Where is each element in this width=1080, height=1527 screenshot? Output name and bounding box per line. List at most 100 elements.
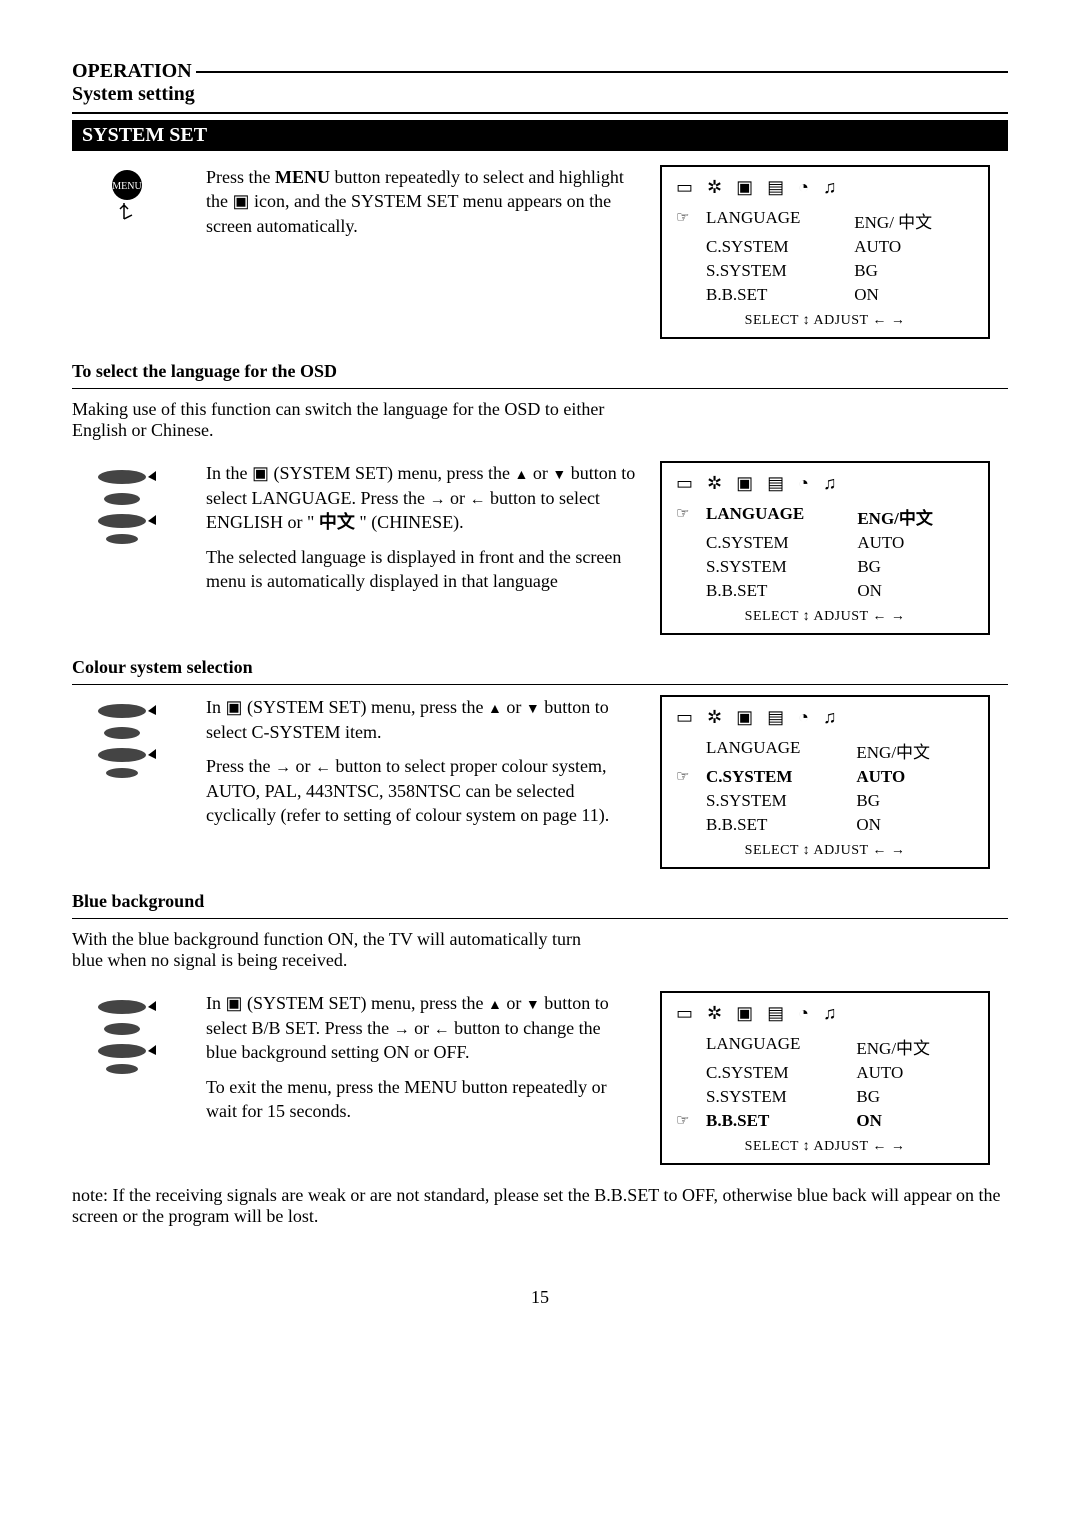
t: In — [206, 697, 226, 717]
osd-row-label: B.B.SET — [706, 285, 842, 305]
osd-pointer-icon — [676, 533, 694, 553]
down-triangle-icon: ▼ — [526, 998, 540, 1013]
up-triangle-icon: ▲ — [514, 468, 528, 483]
lang-lead: Making use of this function can switch t… — [72, 399, 612, 441]
osd-tab-icon: ▣ — [736, 473, 753, 494]
blue-lead: With the blue background function ON, th… — [72, 929, 612, 971]
osd-row-value: AUTO — [856, 767, 974, 787]
osd-row-value: ON — [856, 815, 974, 835]
osd-row-value: BG — [854, 261, 974, 281]
heading-language: To select the language for the OSD — [72, 361, 1008, 382]
osd-tab-icon: ♫ — [823, 473, 837, 494]
t: or — [291, 756, 315, 776]
blue-p1: In ▣ (SYSTEM SET) menu, press the ▲ or ▼… — [206, 991, 636, 1065]
right-arrow-icon: → — [429, 491, 445, 508]
remote-dpad-icon-2 — [72, 695, 182, 779]
t: In — [206, 993, 226, 1013]
osd-tab-icon: ▣ — [736, 177, 753, 198]
osd-row-value: AUTO — [856, 1063, 974, 1083]
note-text: note: If the receiving signals are weak … — [72, 1185, 1008, 1227]
osd-row-value: AUTO — [857, 533, 974, 553]
osd-tab-icon: ♫ — [823, 177, 837, 198]
up-triangle-icon: ▲ — [488, 702, 502, 717]
osd-pointer-icon — [676, 557, 694, 577]
colour-p1: In ▣ (SYSTEM SET) menu, press the ▲ or ▼… — [206, 695, 636, 744]
intro-text-3: icon, and the SYSTEM SET menu appears on… — [206, 191, 611, 235]
osd-pointer-icon — [676, 581, 694, 601]
heading-blue: Blue background — [72, 891, 1008, 912]
remote-dpad-icon-1 — [72, 461, 182, 545]
osd-pointer-icon: ☞ — [676, 1111, 694, 1131]
system-set-icon-inline: ▣ — [252, 463, 269, 483]
colour-p2: Press the → or ← button to select proper… — [206, 754, 636, 827]
osd-tab-icon: ✲ — [707, 177, 722, 198]
osd-row-value: ENG/中文 — [857, 504, 974, 529]
t: (SYSTEM SET) menu, press the — [269, 463, 514, 483]
osd-row-value: ON — [854, 285, 974, 305]
lang-p1: In the ▣ (SYSTEM SET) menu, press the ▲ … — [206, 461, 636, 535]
osd-tab-icon: ♫ — [823, 1003, 837, 1024]
down-triangle-icon: ▼ — [526, 702, 540, 717]
t: or — [410, 1018, 434, 1038]
osd-tab-icon: ✲ — [707, 1003, 722, 1024]
osd-tab-icon: ▤ — [767, 177, 784, 198]
osd-panel-4: ▭✲▣▤◔♫LANGUAGEENG/中文C.SYSTEMAUTOS.SYSTEM… — [660, 991, 990, 1165]
osd-row-value: AUTO — [854, 237, 974, 257]
osd-pointer-icon — [676, 285, 694, 305]
osd-pointer-icon: ☞ — [676, 504, 694, 529]
osd-tab-icon: ✲ — [707, 473, 722, 494]
rule-colour — [72, 684, 1008, 685]
left-arrow-icon: ← — [434, 1021, 450, 1038]
osd-pointer-icon — [676, 815, 694, 835]
osd-panel-1: ▭✲▣▤◔♫☞LANGUAGEENG/ 中文C.SYSTEMAUTOS.SYST… — [660, 165, 990, 339]
osd-row-value: ENG/中文 — [856, 738, 974, 763]
blue-p2: To exit the menu, press the MENU button … — [206, 1075, 636, 1124]
osd-pointer-icon — [676, 1034, 694, 1059]
osd-row-label: C.SYSTEM — [706, 767, 844, 787]
osd-pointer-icon: ☞ — [676, 208, 694, 233]
lang-p2: The selected language is displayed in fr… — [206, 545, 636, 594]
osd-row-label: LANGUAGE — [706, 208, 842, 233]
right-arrow-icon: → — [394, 1021, 410, 1038]
up-triangle-icon: ▲ — [488, 998, 502, 1013]
osd-row-label: LANGUAGE — [706, 504, 845, 529]
osd-pointer-icon — [676, 1063, 694, 1083]
osd-tab-icon: ▭ — [676, 473, 693, 494]
intro-menu-bold: MENU — [275, 167, 330, 187]
intro-text-1: Press the — [206, 167, 275, 187]
osd-panel-3: ▭✲▣▤◔♫LANGUAGEENG/中文☞C.SYSTEMAUTOS.SYSTE… — [660, 695, 990, 869]
title-rule — [196, 71, 1008, 73]
osd-tab-icon: ▭ — [676, 707, 693, 728]
page-title-operation: OPERATION — [72, 60, 192, 83]
system-set-icon-inline: ▣ — [233, 191, 250, 211]
osd-row-label: C.SYSTEM — [706, 237, 842, 257]
osd-tab-icon: ▤ — [767, 707, 784, 728]
osd-pointer-icon — [676, 237, 694, 257]
osd-tab-icon: ◔ — [798, 473, 809, 494]
osd-row-value: BG — [856, 791, 974, 811]
osd-row-label: C.SYSTEM — [706, 1063, 844, 1083]
osd-row-value: BG — [856, 1087, 974, 1107]
osd-tab-icon: ▤ — [767, 473, 784, 494]
t: or — [502, 993, 526, 1013]
down-triangle-icon: ▼ — [552, 468, 566, 483]
heading-colour: Colour system selection — [72, 657, 1008, 678]
system-set-icon-inline: ▣ — [226, 993, 243, 1013]
left-arrow-icon: ← — [315, 759, 331, 776]
svg-text:MENU: MENU — [112, 181, 142, 192]
osd-row-label: B.B.SET — [706, 815, 844, 835]
osd-tab-icon: ▣ — [736, 707, 753, 728]
osd-tab-icon: ♫ — [823, 707, 837, 728]
title-underline — [72, 112, 1008, 114]
t: " (CHINESE). — [355, 512, 464, 532]
t: (SYSTEM SET) menu, press the — [243, 697, 488, 717]
osd-row-label: LANGUAGE — [706, 1034, 844, 1059]
system-set-icon-inline: ▣ — [226, 697, 243, 717]
osd-row-label: S.SYSTEM — [706, 261, 842, 281]
osd-tab-icon: ▭ — [676, 177, 693, 198]
osd-footer: SELECT ↕ ADJUST ← → — [676, 313, 974, 329]
osd-row-label: LANGUAGE — [706, 738, 844, 763]
osd-row-label: B.B.SET — [706, 581, 845, 601]
t: In the — [206, 463, 252, 483]
menu-button-icon: MENU — [72, 165, 182, 225]
